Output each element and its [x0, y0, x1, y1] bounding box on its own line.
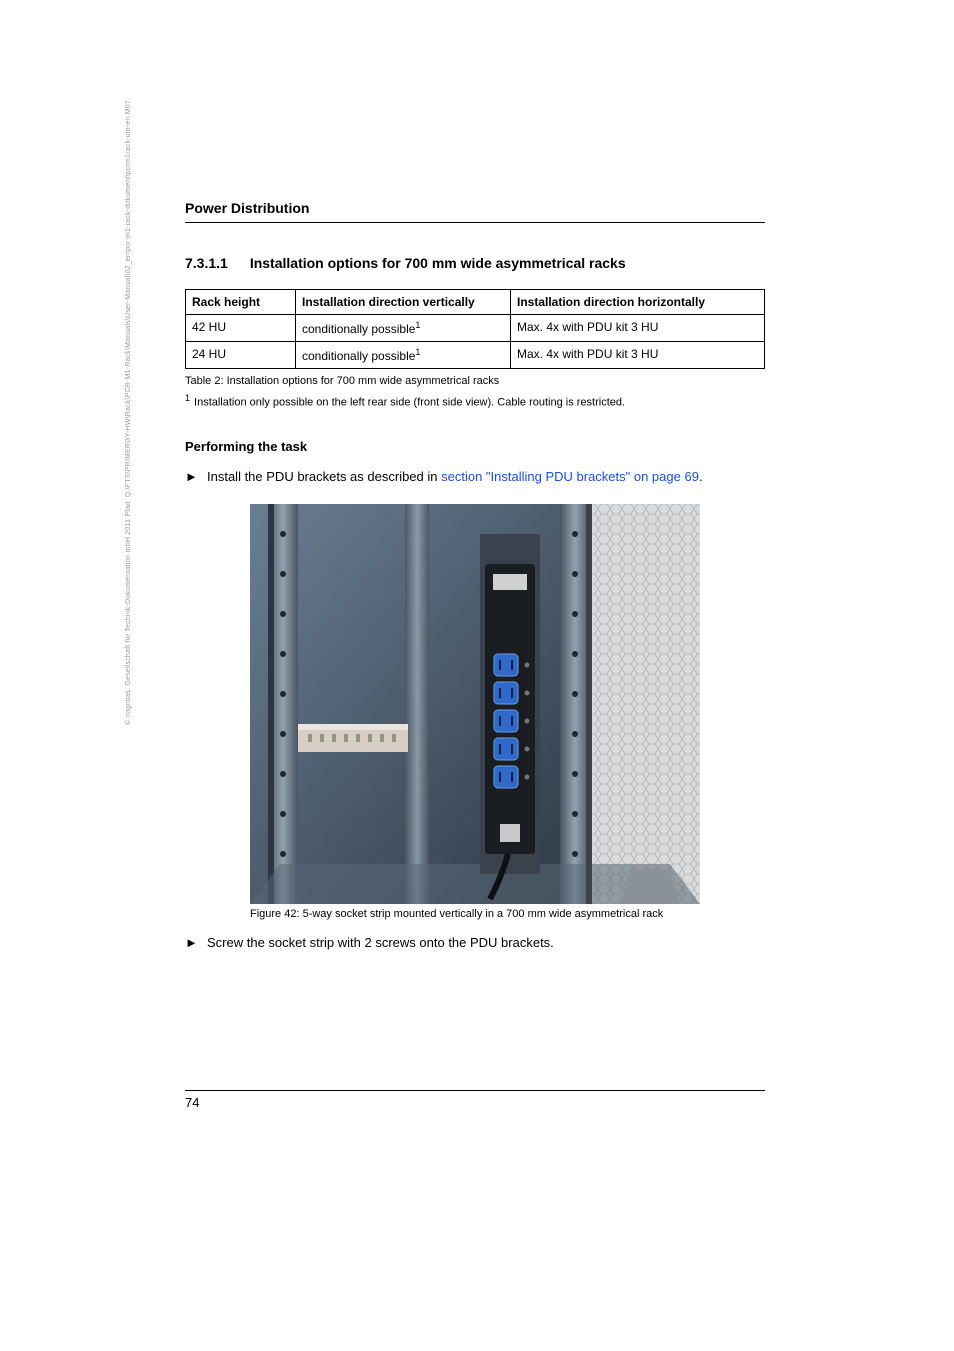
task-step-body: Screw the socket strip with 2 screws ont…	[207, 934, 765, 952]
col-header-horizontal: Installation direction horizontally	[511, 290, 765, 315]
triangle-bullet-icon: ►	[185, 934, 207, 952]
cell-vertical: conditionally possible1	[296, 342, 511, 369]
installation-options-table: Rack height Installation direction verti…	[185, 289, 765, 369]
table-caption: Table 2: Installation options for 700 mm…	[185, 375, 765, 387]
sidebar-copyright-text: © cognitas. Gesellschaft für Technik-Dok…	[125, 100, 132, 725]
cell-vertical: conditionally possible1	[296, 315, 511, 342]
triangle-bullet-icon: ►	[185, 468, 207, 486]
table-footnote: 1 Installation only possible on the left …	[185, 393, 765, 409]
task-step: ► Install the PDU brackets as described …	[185, 468, 765, 486]
footnote-text: Installation only possible on the left r…	[194, 397, 625, 409]
table-header-row: Rack height Installation direction verti…	[186, 290, 765, 315]
page-footer: 74	[185, 1090, 765, 1110]
page-content: Power Distribution 7.3.1.1 Installation o…	[185, 200, 765, 962]
task-step: ► Screw the socket strip with 2 screws o…	[185, 934, 765, 952]
table-row: 24 HU conditionally possible1 Max. 4x wi…	[186, 342, 765, 369]
footnote-number: 1	[185, 393, 190, 403]
cell-horizontal: Max. 4x with PDU kit 3 HU	[511, 342, 765, 369]
section-heading: 7.3.1.1 Installation options for 700 mm w…	[185, 255, 765, 271]
figure-caption: Figure 42: 5-way socket strip mounted ve…	[250, 908, 765, 920]
task-step-body: Install the PDU brackets as described in…	[207, 468, 765, 486]
cell-horizontal: Max. 4x with PDU kit 3 HU	[511, 315, 765, 342]
col-header-vertical: Installation direction vertically	[296, 290, 511, 315]
section-title: Installation options for 700 mm wide asy…	[250, 255, 626, 271]
table-row: 42 HU conditionally possible1 Max. 4x wi…	[186, 315, 765, 342]
figure-42-illustration	[250, 504, 700, 904]
page-number: 74	[185, 1095, 199, 1110]
cell-rack: 42 HU	[186, 315, 296, 342]
section-number: 7.3.1.1	[185, 255, 228, 271]
col-header-rack-height: Rack height	[186, 290, 296, 315]
figure-container	[185, 504, 765, 904]
cross-reference-link[interactable]: section "Installing PDU brackets" on pag…	[441, 469, 699, 484]
cell-rack: 24 HU	[186, 342, 296, 369]
page-header-title: Power Distribution	[185, 200, 765, 223]
performing-task-heading: Performing the task	[185, 439, 765, 454]
